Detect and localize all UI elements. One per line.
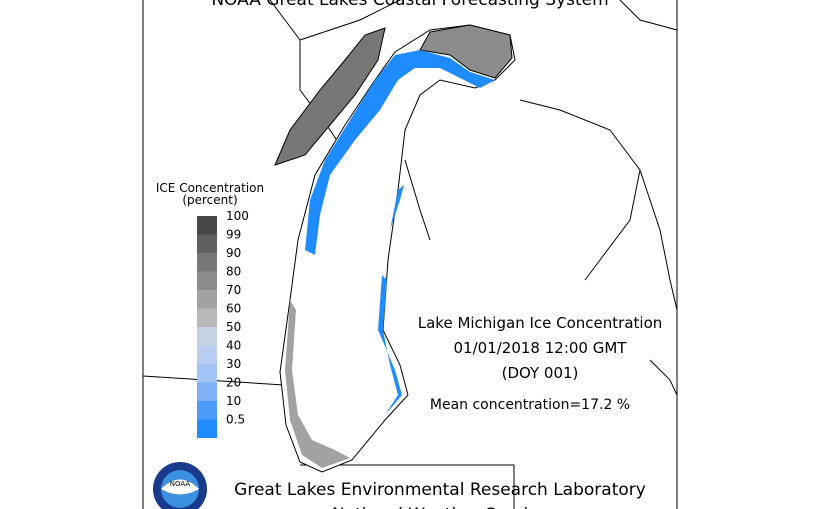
legend-swatch [197, 308, 217, 327]
legend-label: 10 [226, 394, 241, 408]
green-bay-ice [274, 27, 386, 166]
info-line: (DOY 001) [502, 364, 579, 382]
legend-swatch [197, 234, 217, 253]
legend-label: 70 [226, 283, 241, 297]
legend-label: 80 [226, 265, 241, 279]
footer: Great Lakes Environmental Research Labor… [234, 480, 646, 509]
west-shore-ice [305, 50, 495, 255]
legend-swatch [197, 290, 217, 309]
legend-label: 30 [226, 357, 241, 371]
legend-swatch [197, 345, 217, 364]
legend-label: 40 [226, 339, 241, 353]
south-shore-ice [285, 300, 350, 468]
title: NOAA Great Lakes Coastal Forecasting Sys… [211, 0, 608, 10]
legend-swatch [197, 253, 217, 272]
info-line: Lake Michigan Ice Concentration [418, 314, 663, 332]
legend-label: 20 [226, 376, 241, 390]
legend-label: 90 [226, 246, 241, 260]
legend-swatch [197, 327, 217, 346]
legend-label: 0.5 [226, 413, 245, 427]
straits-ice [419, 24, 513, 79]
legend-swatch [197, 382, 217, 401]
mean-concentration: Mean concentration=17.2 % [430, 397, 630, 413]
footer-line: National Weather Service [332, 505, 548, 509]
footer-line: Great Lakes Environmental Research Labor… [234, 480, 646, 500]
legend-swatch [197, 364, 217, 383]
info-line: 01/01/2018 12:00 GMT [454, 339, 628, 357]
logo-text: NOAA [170, 480, 191, 488]
legend-swatch [197, 271, 217, 290]
noaa-logo: NOAA [153, 462, 207, 509]
logo-bird [161, 479, 199, 495]
legend-label: 50 [226, 320, 241, 334]
legend-label: 60 [226, 302, 241, 316]
legend-title: ICE Concentration [156, 181, 264, 195]
legend-label: 99 [226, 228, 241, 242]
legend-swatch [197, 401, 217, 420]
legend-label: 100 [226, 209, 249, 223]
legend: ICE Concentration(percent) 100 99 90 80 70 60 5… [156, 181, 264, 438]
lake-michigan [279, 24, 516, 473]
east-shore-ice [378, 275, 402, 415]
legend-swatch [197, 419, 217, 438]
legend-swatch [197, 216, 217, 235]
borders [142, 0, 678, 509]
legend-title: (percent) [182, 193, 237, 207]
info: Lake Michigan Ice Concentration 01/01/201… [418, 314, 663, 413]
east-shore-ice [390, 185, 404, 230]
